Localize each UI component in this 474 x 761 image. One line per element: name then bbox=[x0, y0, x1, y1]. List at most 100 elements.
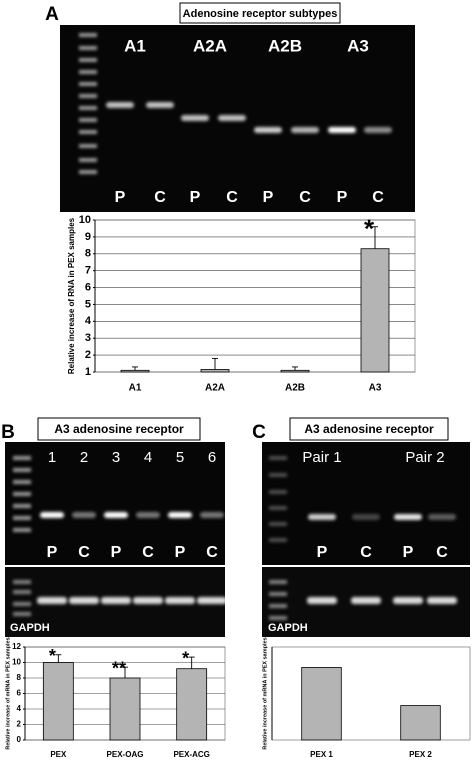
gapdh-label: GAPDH bbox=[10, 622, 50, 634]
gel-band bbox=[352, 514, 380, 520]
ladder-band bbox=[13, 590, 31, 594]
significance-mark: * bbox=[182, 649, 189, 669]
ladder-band bbox=[79, 46, 97, 50]
lane-group-label: A1 bbox=[124, 36, 146, 55]
lane-group-label: 2 bbox=[80, 449, 88, 466]
ladder-band bbox=[79, 130, 97, 134]
significance-mark: * bbox=[364, 214, 375, 244]
lane-label: P bbox=[317, 544, 328, 561]
bar bbox=[280, 369, 310, 373]
ladder-band bbox=[13, 612, 31, 616]
x-tick-label: PEX 2 bbox=[409, 750, 432, 759]
lane-label: C bbox=[154, 189, 166, 206]
bar bbox=[120, 369, 150, 373]
lane-label: C bbox=[372, 189, 384, 206]
ladder-band bbox=[269, 506, 287, 510]
y-axis-title: Relative increase of RNA in PEX samples bbox=[67, 217, 76, 374]
gapdh-band bbox=[307, 597, 337, 604]
lane-group-label: 3 bbox=[112, 449, 120, 466]
y-tick-label: 1 bbox=[85, 366, 91, 378]
ladder-band bbox=[13, 468, 31, 472]
ladder-band bbox=[269, 538, 287, 542]
panel-title: Adenosine receptor subtypes bbox=[183, 8, 338, 20]
ladder-band bbox=[79, 106, 97, 110]
ladder-band bbox=[13, 516, 31, 520]
gel-band bbox=[291, 127, 319, 133]
bar bbox=[176, 668, 208, 741]
y-tick-label: 8 bbox=[17, 673, 22, 682]
ladder-band bbox=[79, 58, 97, 62]
y-tick-label: 10 bbox=[12, 658, 21, 667]
x-tick-label: A3 bbox=[369, 383, 382, 394]
error-bar bbox=[132, 366, 138, 371]
bar bbox=[109, 677, 141, 741]
lane-group-label: 5 bbox=[176, 449, 184, 466]
lane-label: P bbox=[263, 189, 274, 206]
y-tick-label: 2 bbox=[17, 720, 22, 729]
y-tick-label: 4 bbox=[85, 315, 92, 327]
ladder-band bbox=[269, 473, 287, 477]
lane-group-label: A2B bbox=[268, 36, 302, 55]
gapdh-band bbox=[393, 597, 423, 604]
gel-band bbox=[40, 512, 64, 518]
ladder-band bbox=[269, 522, 287, 526]
error-bar bbox=[55, 654, 62, 663]
gapdh-band bbox=[197, 597, 227, 604]
title-box bbox=[37, 417, 201, 441]
gel-band bbox=[168, 512, 192, 518]
panel-label: A bbox=[45, 4, 59, 25]
gel-band bbox=[104, 512, 128, 518]
lane-label: P bbox=[337, 189, 348, 206]
ladder-band bbox=[269, 604, 287, 608]
gapdh-band bbox=[133, 597, 163, 604]
gapdh-label: GAPDH bbox=[268, 622, 308, 634]
y-tick-label: 9 bbox=[85, 231, 91, 243]
x-tick-label: PEX bbox=[50, 750, 67, 759]
ladder-band bbox=[79, 82, 97, 86]
bar bbox=[400, 705, 441, 741]
lane-label: C bbox=[78, 544, 90, 561]
gapdh-band bbox=[165, 597, 195, 604]
ladder-band bbox=[269, 490, 287, 494]
error-bar bbox=[188, 656, 195, 669]
gel-band bbox=[394, 514, 422, 520]
ladder-band bbox=[269, 592, 287, 596]
lane-label: P bbox=[115, 189, 126, 206]
gapdh-band bbox=[37, 597, 67, 604]
error-bar bbox=[212, 358, 218, 370]
y-tick-label: 4 bbox=[17, 704, 22, 713]
panel-title: A3 adenosine receptor bbox=[304, 422, 434, 436]
ladder-band bbox=[13, 480, 31, 484]
ladder-band bbox=[13, 456, 31, 460]
gel-band bbox=[308, 514, 336, 520]
ladder-band bbox=[79, 144, 97, 148]
gapdh-band bbox=[351, 597, 381, 604]
x-tick-label: A2A bbox=[205, 383, 225, 394]
y-axis-title: Relative increase of mRNA in PEX samples bbox=[262, 637, 268, 749]
x-tick-label: PEX-ACG bbox=[173, 750, 209, 759]
ladder-band bbox=[269, 456, 287, 460]
gel-image bbox=[5, 442, 225, 565]
y-tick-label: 12 bbox=[12, 642, 21, 651]
significance-mark: * bbox=[49, 646, 56, 666]
ladder-band bbox=[13, 602, 31, 606]
lane-group-label: Pair 1 bbox=[302, 449, 341, 466]
x-tick-label: A1 bbox=[129, 383, 142, 394]
gel-band bbox=[254, 127, 282, 133]
x-tick-label: PEX 1 bbox=[310, 750, 333, 759]
ladder-band bbox=[79, 33, 97, 37]
gel-band bbox=[218, 115, 246, 121]
lane-label: C bbox=[436, 544, 448, 561]
lane-label: P bbox=[190, 189, 201, 206]
ladder-band bbox=[79, 170, 97, 174]
lane-group-label: 4 bbox=[144, 449, 152, 466]
lane-label: C bbox=[299, 189, 311, 206]
lane-label: C bbox=[142, 544, 154, 561]
lane-label: C bbox=[226, 189, 238, 206]
lane-group-label: 6 bbox=[208, 449, 216, 466]
lane-group-label: A2A bbox=[193, 36, 227, 55]
lane-label: P bbox=[111, 544, 122, 561]
y-tick-label: 6 bbox=[85, 281, 91, 293]
lane-group-label: 1 bbox=[48, 449, 56, 466]
gel-image bbox=[262, 442, 470, 565]
